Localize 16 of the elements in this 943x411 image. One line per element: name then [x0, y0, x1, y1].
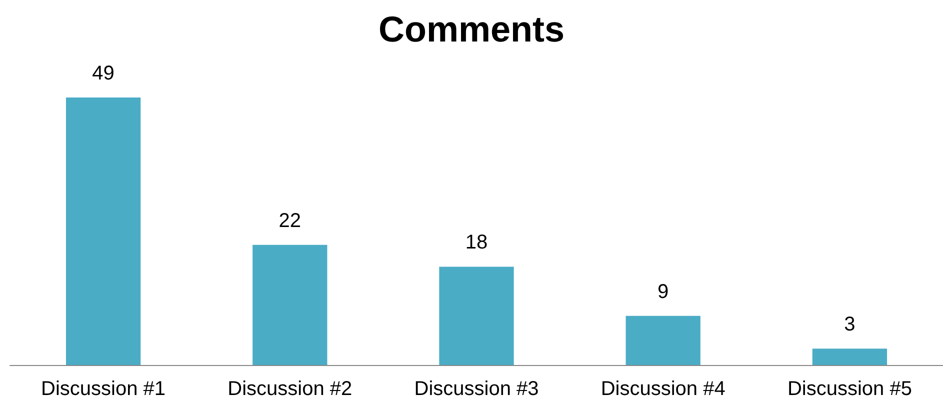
bar: [812, 348, 888, 365]
bar: [626, 316, 700, 365]
x-tick-label: Discussion #5: [787, 378, 912, 400]
chart-title: Comments: [378, 8, 565, 50]
bar: [439, 266, 514, 365]
x-tick-label: Discussion #1: [41, 378, 166, 400]
x-tick-label: Discussion #2: [228, 378, 352, 400]
data-label: 22: [278, 210, 302, 232]
x-tick-label: Discussion #3: [414, 378, 539, 400]
data-label: 3: [844, 314, 856, 336]
data-label: 9: [658, 280, 669, 303]
data-label: 18: [465, 232, 488, 254]
bar: [252, 244, 328, 365]
x-tick-label: Discussion #4: [600, 378, 726, 400]
data-label: 49: [92, 62, 114, 84]
bar: [66, 97, 141, 365]
